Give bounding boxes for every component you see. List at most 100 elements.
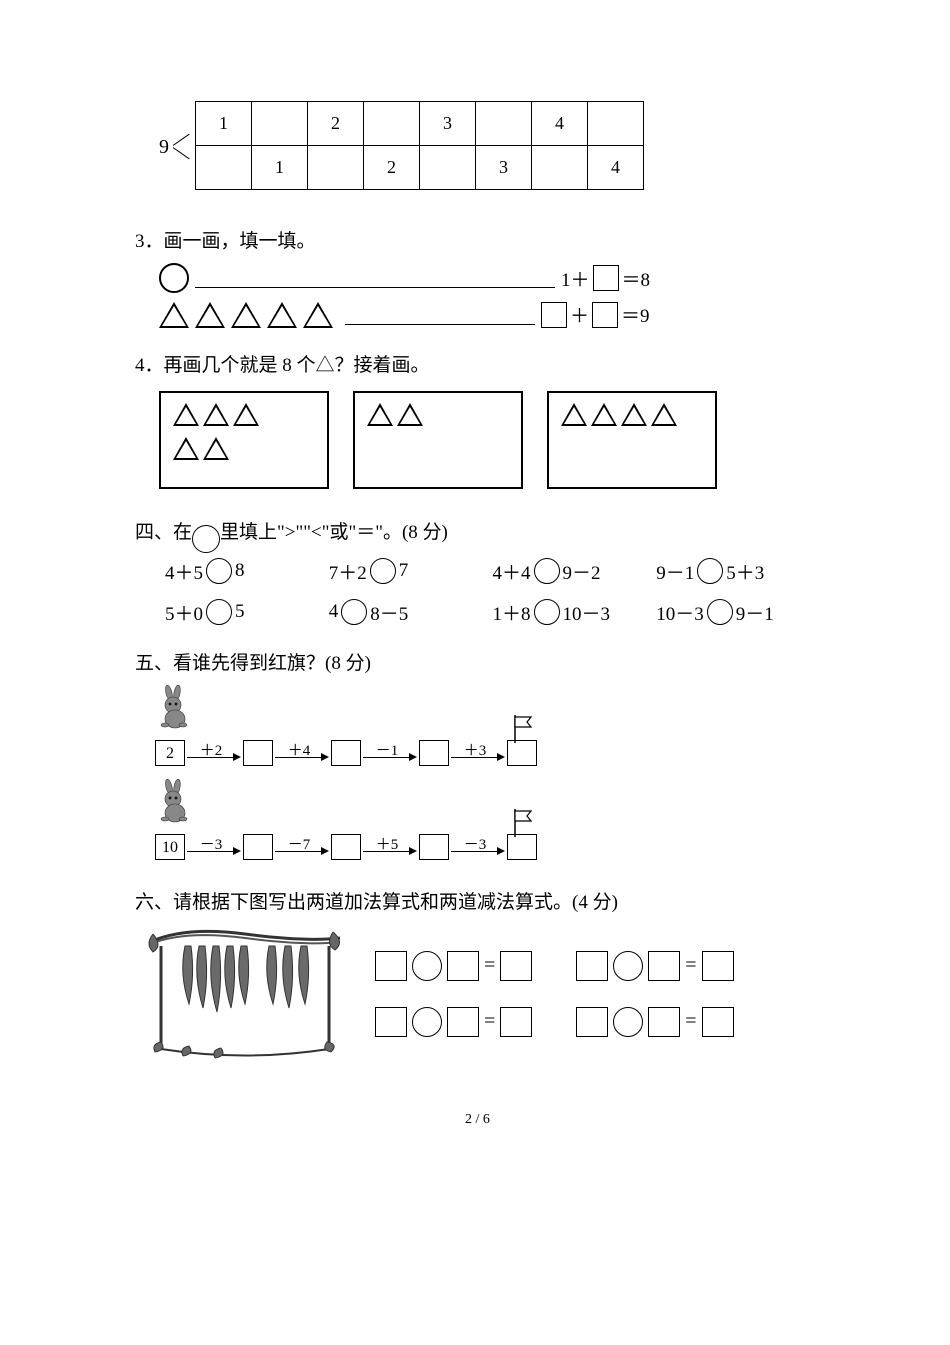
table-cell[interactable]: [364, 101, 420, 145]
answer-box[interactable]: [375, 951, 407, 981]
table-cell[interactable]: [196, 145, 252, 189]
equation-row: =: [576, 1007, 733, 1037]
compare-item: 9－1 5＋3: [656, 558, 820, 585]
flag-icon: [509, 713, 537, 745]
sec4-grid: 4＋587＋274＋49－29－15＋35＋0548－51＋810－310－39…: [165, 558, 820, 626]
table-cell[interactable]: [532, 145, 588, 189]
expr-right: 9－1: [736, 599, 774, 626]
cucumber-picture: [145, 924, 345, 1064]
sec6-title: 六、请根据下图写出两道加法算式和两道减法算式。(4 分): [135, 887, 820, 914]
answer-box[interactable]: [500, 1007, 532, 1037]
expr-right: 5＋3: [726, 558, 764, 585]
triangle-shape: [203, 437, 229, 460]
triangle-shape: [303, 302, 333, 328]
answer-box[interactable]: [592, 302, 618, 328]
equation-row: =: [375, 1007, 532, 1037]
answer-box[interactable]: [576, 1007, 608, 1037]
eq-text: ＋: [570, 301, 589, 328]
table-cell: 2: [364, 145, 420, 189]
compare-circle[interactable]: [534, 599, 560, 625]
compare-item: 1＋810－3: [493, 599, 657, 626]
fill-line[interactable]: [195, 268, 555, 288]
equation-row: =: [375, 951, 532, 981]
q4-box1[interactable]: [159, 391, 329, 489]
answer-box[interactable]: [702, 1007, 734, 1037]
triangle-shape: [591, 403, 617, 426]
answer-box[interactable]: [447, 951, 479, 981]
equals-sign: =: [685, 954, 696, 977]
equation-row: =: [576, 951, 733, 981]
answer-box[interactable]: [648, 951, 680, 981]
q3-equation2: ＋ ＝9: [541, 301, 650, 328]
operator-circle[interactable]: [613, 1007, 643, 1037]
q4-boxes: [159, 391, 820, 489]
answer-box[interactable]: [648, 1007, 680, 1037]
table-cell[interactable]: [588, 101, 644, 145]
table-cell[interactable]: [252, 101, 308, 145]
equals-sign: =: [685, 1010, 696, 1033]
answer-box[interactable]: [375, 1007, 407, 1037]
arrow: －3: [187, 837, 241, 857]
triangle-shape: [233, 403, 259, 426]
fill-line[interactable]: [345, 305, 535, 325]
start-box: 10: [155, 834, 185, 860]
operator-circle[interactable]: [412, 1007, 442, 1037]
circle-icon: [192, 525, 220, 553]
compare-circle[interactable]: [697, 558, 723, 584]
q4-box3[interactable]: [547, 391, 717, 489]
compare-item: 48－5: [329, 599, 493, 626]
answer-box[interactable]: [541, 302, 567, 328]
q4-box2[interactable]: [353, 391, 523, 489]
table-cell: 4: [532, 101, 588, 145]
sec4-title: 四、在里填上">""<"或"＝"。(8 分): [135, 517, 820, 548]
answer-box[interactable]: [331, 834, 361, 860]
triangle-shape: [231, 302, 261, 328]
arrow: ＋2: [187, 743, 241, 763]
triangle-shape: [195, 302, 225, 328]
answer-box[interactable]: [419, 740, 449, 766]
sec5-row1-group: 2＋2＋4－1＋3: [155, 685, 820, 769]
triangle-shape: [159, 302, 189, 328]
compare-circle[interactable]: [534, 558, 560, 584]
expr-left: 9－1: [656, 558, 694, 585]
expr-left: 1＋8: [493, 599, 531, 626]
answer-box[interactable]: [243, 834, 273, 860]
answer-box[interactable]: [500, 951, 532, 981]
q2-number-split: 9 1234 1234: [159, 100, 820, 190]
answer-box[interactable]: [331, 740, 361, 766]
answer-box[interactable]: [419, 834, 449, 860]
page-footer: 2 / 6: [135, 1112, 820, 1128]
compare-circle[interactable]: [370, 558, 396, 584]
expr-right: 5: [235, 601, 245, 623]
circle-shape: [159, 263, 189, 293]
answer-box[interactable]: [243, 740, 273, 766]
compare-circle[interactable]: [341, 599, 367, 625]
compare-circle[interactable]: [206, 558, 232, 584]
table-cell: 4: [588, 145, 644, 189]
q3-equation1: 1＋ ＝8: [561, 265, 650, 292]
arrow: －7: [275, 837, 329, 857]
rabbit-icon: [155, 779, 195, 825]
sec5-row1: 2＋2＋4－1＋3: [155, 737, 820, 769]
table-cell[interactable]: [420, 145, 476, 189]
compare-circle[interactable]: [707, 599, 733, 625]
answer-box[interactable]: [447, 1007, 479, 1037]
answer-box[interactable]: [593, 265, 619, 291]
flag-icon: [509, 807, 537, 839]
table-cell[interactable]: [308, 145, 364, 189]
q4-title: 4．再画几个就是 8 个△？接着画。: [135, 350, 820, 377]
answer-box[interactable]: [702, 951, 734, 981]
table-cell[interactable]: [476, 101, 532, 145]
compare-circle[interactable]: [206, 599, 232, 625]
triangle-shape: [203, 403, 229, 426]
arrow: －1: [363, 743, 417, 763]
expr-right: 8: [235, 560, 245, 582]
rabbit-icon: [155, 685, 195, 731]
table-cell: 1: [196, 101, 252, 145]
operator-circle[interactable]: [613, 951, 643, 981]
compare-item: 7＋27: [329, 558, 493, 585]
answer-box[interactable]: [576, 951, 608, 981]
operator-circle[interactable]: [412, 951, 442, 981]
eq-text: ＝9: [621, 301, 650, 328]
expr-left: 4＋5: [165, 558, 203, 585]
